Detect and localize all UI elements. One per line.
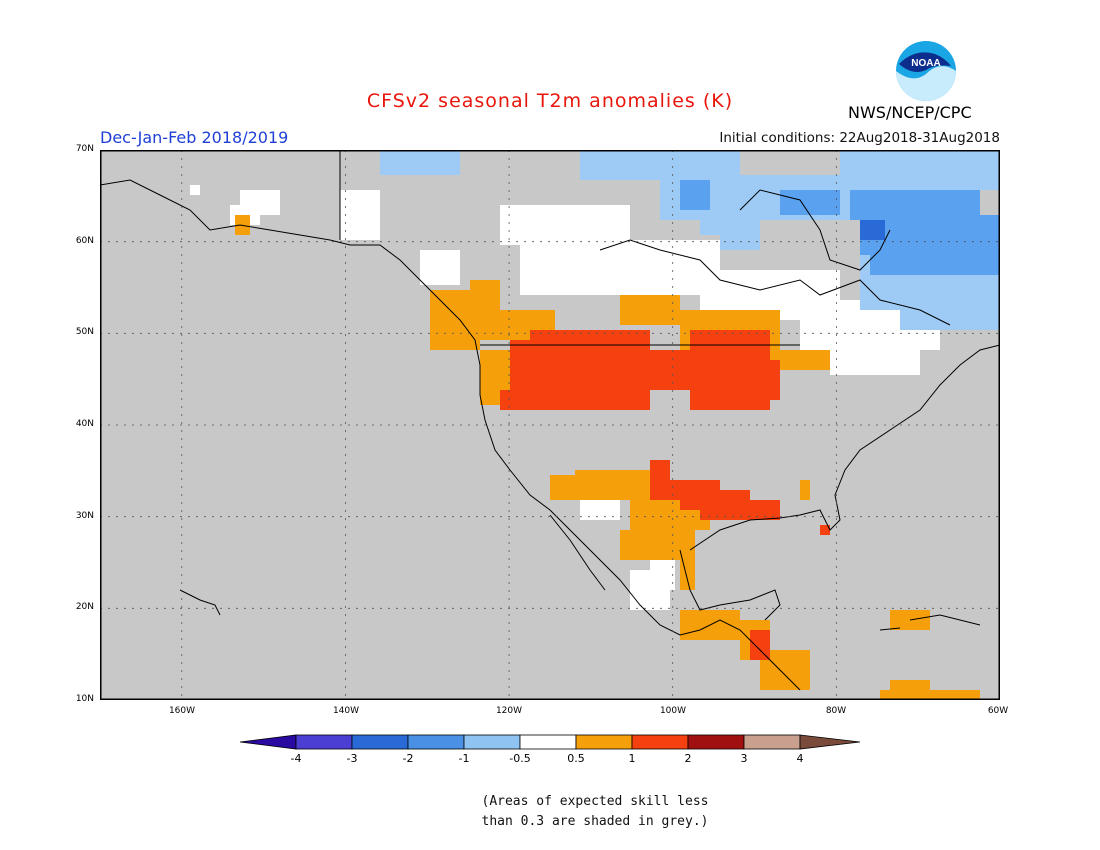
warm-anomaly-strong-regions [500, 330, 830, 660]
legend-swatch [519, 734, 577, 750]
legend-swatch [743, 734, 801, 750]
cold-anomaly-strong-region [860, 220, 885, 240]
agency-label: NWS/NCEP/CPC [848, 103, 972, 122]
lat-label-20n: 20N [75, 602, 94, 612]
initial-conditions-label: Initial conditions: 22Aug2018-31Aug2018 [719, 130, 1000, 146]
legend-swatch [351, 734, 409, 750]
map-title: CFSv2 seasonal T2m anomalies (K) [366, 90, 734, 112]
coastline-outlines [99, 150, 1001, 691]
skill-note: (Areas of expected skill less than 0.3 a… [0, 792, 1100, 832]
legend-label: 4 [796, 752, 804, 765]
skill-note-line-2: than 0.3 are shaded in grey.) [481, 814, 709, 829]
lon-label-120w: 120W [495, 706, 523, 716]
legend-arrow-min [240, 734, 297, 750]
lon-label-60w: 60W [987, 706, 1009, 716]
lon-label-80w: 80W [825, 706, 847, 716]
legend-label: 1 [628, 752, 636, 765]
lat-label-30n: 30N [75, 511, 94, 521]
logo-text: NOAA [911, 58, 940, 69]
lat-label-10n: 10N [75, 694, 94, 704]
legend-label: -0.5 [509, 752, 531, 765]
legend-label: -4 [290, 752, 302, 765]
legend-swatch [687, 734, 745, 750]
legend-swatch [407, 734, 465, 750]
legend-swatch [295, 734, 353, 750]
legend-label: 2 [684, 752, 692, 765]
legend-label: -3 [346, 752, 358, 765]
anomaly-map [99, 150, 1001, 700]
map-frame [100, 150, 1000, 700]
lat-label-40n: 40N [75, 419, 94, 429]
lat-label-50n: 50N [75, 327, 94, 337]
legend-label: 3 [740, 752, 748, 765]
legend-swatch [463, 734, 521, 750]
color-legend-bar [240, 734, 861, 750]
legend-arrow-max [799, 734, 861, 750]
lat-label-70n: 70N [75, 144, 94, 154]
noaa-logo-icon: NOAA [896, 41, 956, 101]
graticule [100, 150, 1000, 700]
cold-anomaly-medium-regions [680, 180, 1000, 275]
legend-label: 0.5 [567, 752, 585, 765]
legend-swatch [575, 734, 633, 750]
lon-label-100w: 100W [659, 706, 687, 716]
legend-label: -1 [458, 752, 470, 765]
lat-label-60n: 60N [75, 236, 94, 246]
legend-swatch [631, 734, 689, 750]
lon-label-140w: 140W [332, 706, 360, 716]
skill-note-line-1: (Areas of expected skill less [481, 794, 709, 809]
legend-label: -2 [402, 752, 414, 765]
lon-label-160w: 160W [168, 706, 196, 716]
forecast-period: Dec-Jan-Feb 2018/2019 [100, 128, 289, 147]
